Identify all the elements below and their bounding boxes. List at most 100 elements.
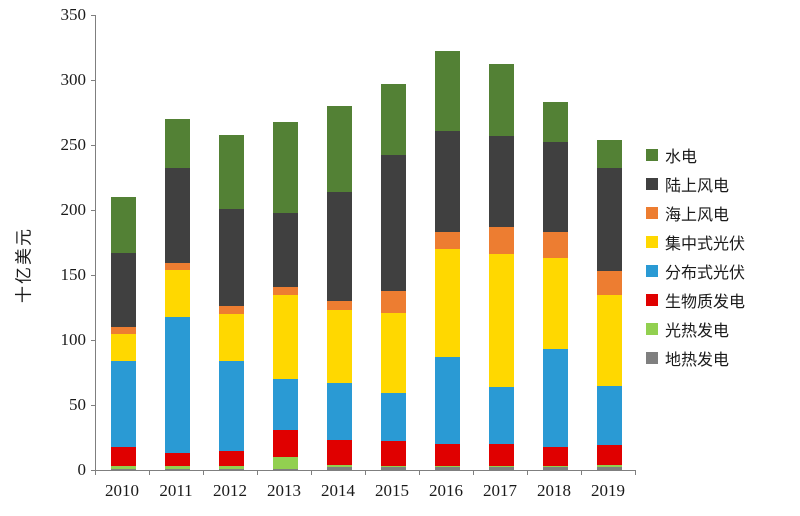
bar-segment [542,232,568,259]
bar-segment [488,135,514,227]
bar-segment [596,467,622,470]
legend-item: 光热发电 [646,314,745,343]
legend-label: 地热发电 [665,351,730,369]
bar-segment [110,468,136,470]
x-tick-label: 2019 [591,481,625,500]
bar-2018 [542,102,568,470]
bar-segment [596,445,622,465]
bar-segment [488,467,514,470]
bar-segment [542,446,568,467]
legend-label: 生物质发电 [665,293,746,311]
bar-segment [596,168,622,272]
bar-segment [326,467,352,470]
legend-item: 陆上风电 [646,169,745,198]
bar-segment [164,468,190,470]
bar-segment [164,168,190,264]
bar-segment [164,453,190,467]
x-tick-label: 2014 [321,481,355,500]
bar-segment [110,197,136,253]
x-tick-mark [635,471,636,475]
bar-2011 [164,119,190,470]
bar-2014 [326,106,352,470]
bar-segment [596,294,622,386]
bar-segment [596,271,622,295]
legend: 水电 陆上风电 海上风电 集中式光伏 分布式光伏 生物质发电 光热发电 地热发电 [646,140,745,372]
x-tick-label: 2017 [483,481,517,500]
y-tick-mark [91,340,95,341]
y-tick-label: 200 [60,200,87,219]
legend-item: 水电 [646,140,745,169]
bar-segment [488,386,514,445]
bar-segment [110,327,136,334]
x-tick-mark [581,471,582,475]
y-tick-label: 100 [60,330,87,349]
bar-segment [434,51,460,131]
bar-segment [272,457,298,469]
bar-segment [218,468,244,470]
bar-segment [326,310,352,383]
y-tick-label: 0 [77,460,87,479]
bar-segment [542,466,568,468]
bar-segment [380,312,406,394]
bar-2012 [218,134,244,470]
bar-segment [326,440,352,465]
bar-segment [380,393,406,442]
legend-item: 地热发电 [646,343,745,372]
legend-swatch-icon [646,322,658,335]
bar-segment [380,467,406,470]
y-tick-mark [91,210,95,211]
bar-segment [218,134,244,209]
bar-segment [218,314,244,361]
bar-segment [218,450,244,467]
x-tick-label: 2018 [537,481,571,500]
y-tick-label: 250 [60,135,87,154]
x-tick-mark [473,471,474,475]
bar-segment [380,290,406,313]
x-tick-label: 2011 [159,481,193,500]
legend-item: 分布式光伏 [646,256,745,285]
bar-segment [434,130,460,233]
x-tick-mark [257,471,258,475]
legend-item: 集中式光伏 [646,227,745,256]
bar-segment [164,119,190,169]
y-tick-label: 150 [60,265,87,284]
legend-swatch-icon [646,293,658,306]
x-tick-label: 2015 [375,481,409,500]
bar-segment [326,464,352,468]
bar-segment [272,286,298,295]
y-tick-label: 300 [60,70,87,89]
bar-segment [218,208,244,307]
bar-segment [488,254,514,387]
bar-segment [110,446,136,467]
bar-segment [542,258,568,350]
y-tick-label: 50 [69,395,86,414]
bar-segment [542,349,568,447]
bar-segment [542,142,568,233]
x-tick-mark [203,471,204,475]
plot-area [95,15,636,471]
bar-segment [326,106,352,192]
bar-segment [488,466,514,468]
bar-segment [110,466,136,469]
bar-segment [272,429,298,458]
legend-swatch-icon [646,177,658,190]
bar-segment [326,191,352,302]
bar-segment [434,467,460,470]
legend-label: 水电 [665,148,698,166]
bar-segment [434,249,460,357]
legend-swatch-icon [646,264,658,277]
bar-segment [380,83,406,156]
legend-swatch-icon [646,148,658,161]
bar-2013 [272,121,298,470]
bar-segment [272,294,298,380]
x-tick-label: 2010 [105,481,139,500]
x-tick-mark [95,471,96,475]
legend-swatch-icon [646,351,658,364]
bar-segment [434,232,460,250]
x-tick-mark [149,471,150,475]
bar-segment [164,269,190,317]
bar-segment [272,121,298,213]
bar-segment [218,466,244,469]
legend-item: 生物质发电 [646,285,745,314]
